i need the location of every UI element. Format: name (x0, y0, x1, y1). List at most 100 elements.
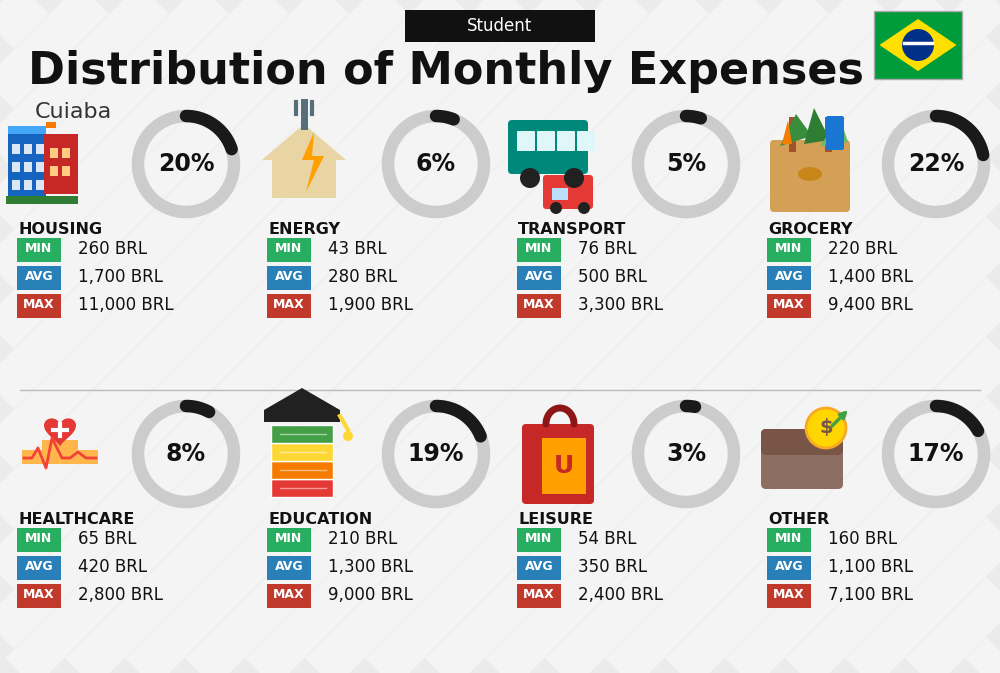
Text: MIN: MIN (525, 242, 553, 256)
Polygon shape (780, 114, 812, 146)
Text: TRANSPORT: TRANSPORT (518, 222, 626, 237)
FancyBboxPatch shape (36, 180, 44, 190)
Text: 19%: 19% (408, 442, 464, 466)
Text: 22%: 22% (908, 152, 964, 176)
FancyBboxPatch shape (267, 556, 311, 580)
Text: AVG: AVG (25, 561, 53, 573)
FancyBboxPatch shape (508, 120, 588, 174)
Text: MAX: MAX (523, 299, 555, 312)
Text: MIN: MIN (25, 242, 53, 256)
Text: MAX: MAX (773, 299, 805, 312)
Text: $: $ (819, 419, 833, 437)
Polygon shape (264, 388, 340, 410)
FancyBboxPatch shape (761, 429, 843, 489)
Polygon shape (879, 19, 957, 71)
Text: 260 BRL: 260 BRL (78, 240, 147, 258)
Text: OTHER: OTHER (768, 512, 829, 527)
FancyBboxPatch shape (517, 584, 561, 608)
Text: MAX: MAX (273, 588, 305, 602)
Text: 1,900 BRL: 1,900 BRL (328, 296, 413, 314)
Text: 160 BRL: 160 BRL (828, 530, 897, 548)
Text: 350 BRL: 350 BRL (578, 558, 647, 576)
Text: MIN: MIN (275, 242, 303, 256)
FancyBboxPatch shape (264, 410, 340, 422)
FancyBboxPatch shape (36, 162, 44, 172)
Text: MIN: MIN (25, 532, 53, 546)
Text: AVG: AVG (775, 271, 803, 283)
FancyBboxPatch shape (767, 238, 811, 262)
Text: 11,000 BRL: 11,000 BRL (78, 296, 174, 314)
FancyBboxPatch shape (271, 479, 333, 497)
Text: 65 BRL: 65 BRL (78, 530, 136, 548)
FancyBboxPatch shape (767, 528, 811, 552)
Text: 1,700 BRL: 1,700 BRL (78, 268, 163, 286)
FancyBboxPatch shape (543, 175, 593, 209)
FancyBboxPatch shape (770, 140, 850, 212)
FancyBboxPatch shape (12, 162, 20, 172)
FancyBboxPatch shape (267, 528, 311, 552)
FancyBboxPatch shape (517, 131, 535, 151)
Text: 5%: 5% (666, 152, 706, 176)
Polygon shape (820, 118, 848, 146)
FancyBboxPatch shape (517, 556, 561, 580)
FancyBboxPatch shape (542, 438, 586, 494)
FancyBboxPatch shape (12, 144, 20, 154)
Circle shape (343, 431, 353, 441)
FancyBboxPatch shape (577, 131, 595, 151)
FancyBboxPatch shape (17, 238, 61, 262)
Text: 210 BRL: 210 BRL (328, 530, 397, 548)
Text: AVG: AVG (525, 561, 553, 573)
Circle shape (806, 408, 846, 448)
Polygon shape (782, 120, 792, 144)
Text: 1,400 BRL: 1,400 BRL (828, 268, 913, 286)
Text: 76 BRL: 76 BRL (578, 240, 637, 258)
Text: 43 BRL: 43 BRL (328, 240, 387, 258)
FancyBboxPatch shape (267, 294, 311, 318)
Text: 7,100 BRL: 7,100 BRL (828, 586, 913, 604)
FancyBboxPatch shape (767, 266, 811, 290)
FancyBboxPatch shape (50, 148, 58, 158)
Text: 3%: 3% (666, 442, 706, 466)
Text: 3,300 BRL: 3,300 BRL (578, 296, 663, 314)
FancyBboxPatch shape (36, 144, 44, 154)
FancyBboxPatch shape (267, 238, 311, 262)
Circle shape (564, 168, 584, 188)
Text: 1,100 BRL: 1,100 BRL (828, 558, 913, 576)
Text: MIN: MIN (775, 532, 803, 546)
FancyBboxPatch shape (12, 180, 20, 190)
Text: Student: Student (467, 17, 533, 35)
Text: 220 BRL: 220 BRL (828, 240, 897, 258)
FancyBboxPatch shape (826, 116, 844, 150)
Text: AVG: AVG (775, 561, 803, 573)
Text: MAX: MAX (523, 588, 555, 602)
FancyBboxPatch shape (62, 166, 70, 176)
FancyBboxPatch shape (267, 266, 311, 290)
Ellipse shape (798, 167, 822, 181)
Text: 1,300 BRL: 1,300 BRL (328, 558, 413, 576)
FancyBboxPatch shape (8, 126, 46, 134)
FancyBboxPatch shape (24, 180, 32, 190)
FancyBboxPatch shape (17, 294, 61, 318)
FancyBboxPatch shape (517, 266, 561, 290)
FancyBboxPatch shape (8, 126, 46, 202)
FancyBboxPatch shape (50, 166, 58, 176)
Circle shape (520, 168, 540, 188)
Text: AVG: AVG (275, 561, 303, 573)
FancyBboxPatch shape (552, 188, 568, 200)
FancyBboxPatch shape (271, 461, 333, 479)
Text: 280 BRL: 280 BRL (328, 268, 397, 286)
Text: AVG: AVG (275, 271, 303, 283)
Text: ENERGY: ENERGY (268, 222, 340, 237)
FancyBboxPatch shape (522, 424, 594, 504)
Text: MIN: MIN (775, 242, 803, 256)
Text: HOUSING: HOUSING (18, 222, 102, 237)
Text: HEALTHCARE: HEALTHCARE (18, 512, 134, 527)
Text: 8%: 8% (166, 442, 206, 466)
Text: MAX: MAX (23, 588, 55, 602)
FancyBboxPatch shape (405, 10, 595, 42)
Text: EDUCATION: EDUCATION (268, 512, 372, 527)
FancyBboxPatch shape (46, 122, 56, 128)
FancyBboxPatch shape (271, 425, 333, 443)
FancyBboxPatch shape (17, 556, 61, 580)
FancyBboxPatch shape (537, 131, 555, 151)
